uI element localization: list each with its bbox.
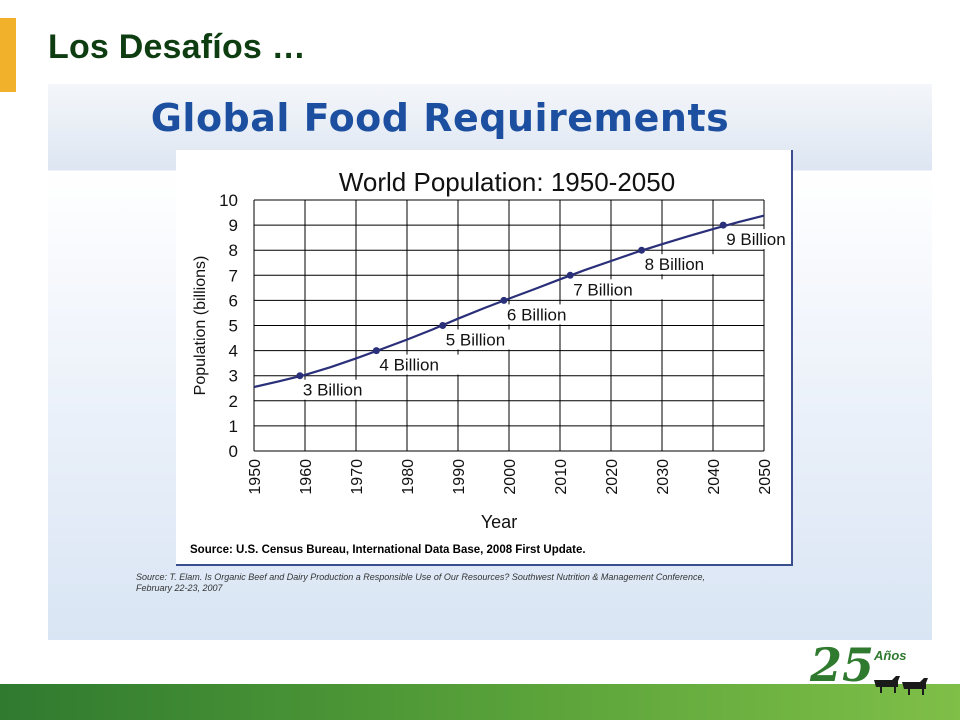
y-axis-label: Population (billions)	[192, 256, 209, 396]
x-tick-label: 1950	[247, 459, 264, 495]
citation: Source: T. Elam. Is Organic Beef and Dai…	[136, 572, 705, 593]
x-tick-label: 2030	[655, 459, 672, 495]
x-tick-label: 2000	[502, 459, 519, 495]
x-tick-label: 1990	[451, 459, 468, 495]
milestone-label: 5 Billion	[446, 331, 506, 350]
chart-source: Source: U.S. Census Bureau, Internationa…	[190, 544, 586, 556]
milestone-point	[566, 271, 574, 279]
y-tick-label: 7	[229, 266, 238, 285]
y-tick-label: 6	[229, 291, 238, 310]
y-tick-label: 9	[229, 216, 238, 235]
logo-number: 25	[810, 638, 875, 692]
logo-word: Años	[874, 648, 907, 663]
milestone-label-bg	[503, 304, 597, 325]
slide-title: Los Desafíos …	[48, 28, 306, 66]
milestone-label: 9 Billion	[726, 230, 786, 249]
milestone-point	[372, 347, 380, 355]
footer-band	[0, 684, 960, 720]
milestone-point	[296, 372, 304, 380]
milestone-label-bg	[299, 379, 393, 400]
milestone-label-bg	[723, 229, 791, 250]
x-tick-label: 1960	[298, 459, 315, 495]
chart-title: World Population: 1950-2050	[339, 167, 675, 197]
y-tick-label: 5	[229, 317, 238, 336]
population-line	[253, 214, 765, 389]
milestone-label-bg	[442, 329, 536, 350]
milestone-point	[500, 296, 508, 304]
x-tick-label: 2010	[553, 459, 570, 495]
milestone-label: 3 Billion	[303, 381, 363, 400]
population-chart-svg: World Population: 1950-2050 0 1 2 3 4 5 6 7 8 9 10 1…	[192, 167, 791, 532]
figure-heading: Global Food Requirements	[150, 96, 730, 140]
y-tick-label: 8	[229, 241, 238, 260]
y-tick-label: 0	[229, 442, 238, 461]
x-tick-label: 2020	[604, 459, 621, 495]
y-tick-label: 2	[229, 392, 238, 411]
milestone-point	[638, 246, 646, 254]
x-tick-label: 1980	[400, 459, 417, 495]
population-chart: World Population: 1950-2050 0 1 2 3 4 5 6 7 8 9 10 1…	[176, 150, 793, 566]
milestone-label-bg	[641, 254, 734, 275]
y-tick-label: 4	[229, 342, 238, 361]
y-tick-label: 3	[229, 367, 238, 386]
milestone-label-bg	[570, 279, 663, 300]
milestone-label: 8 Billion	[645, 255, 705, 274]
anniversary-logo: 25 Años	[810, 640, 934, 700]
x-axis-label: Year	[481, 512, 517, 532]
y-tick-label: 1	[229, 417, 238, 436]
milestone-label: 7 Billion	[573, 280, 633, 299]
title-accent-bar	[0, 18, 16, 92]
x-tick-label: 1970	[349, 459, 366, 495]
milestone-label: 4 Billion	[379, 356, 439, 375]
milestone-label: 6 Billion	[507, 305, 567, 324]
milestone-point	[719, 221, 727, 229]
y-tick-label: 10	[219, 191, 238, 210]
milestone-point	[439, 322, 447, 329]
x-tick-label: 2050	[757, 459, 774, 495]
milestone-label-bg	[376, 354, 469, 375]
cattle-icon	[874, 676, 928, 695]
x-tick-label: 2040	[706, 459, 723, 495]
